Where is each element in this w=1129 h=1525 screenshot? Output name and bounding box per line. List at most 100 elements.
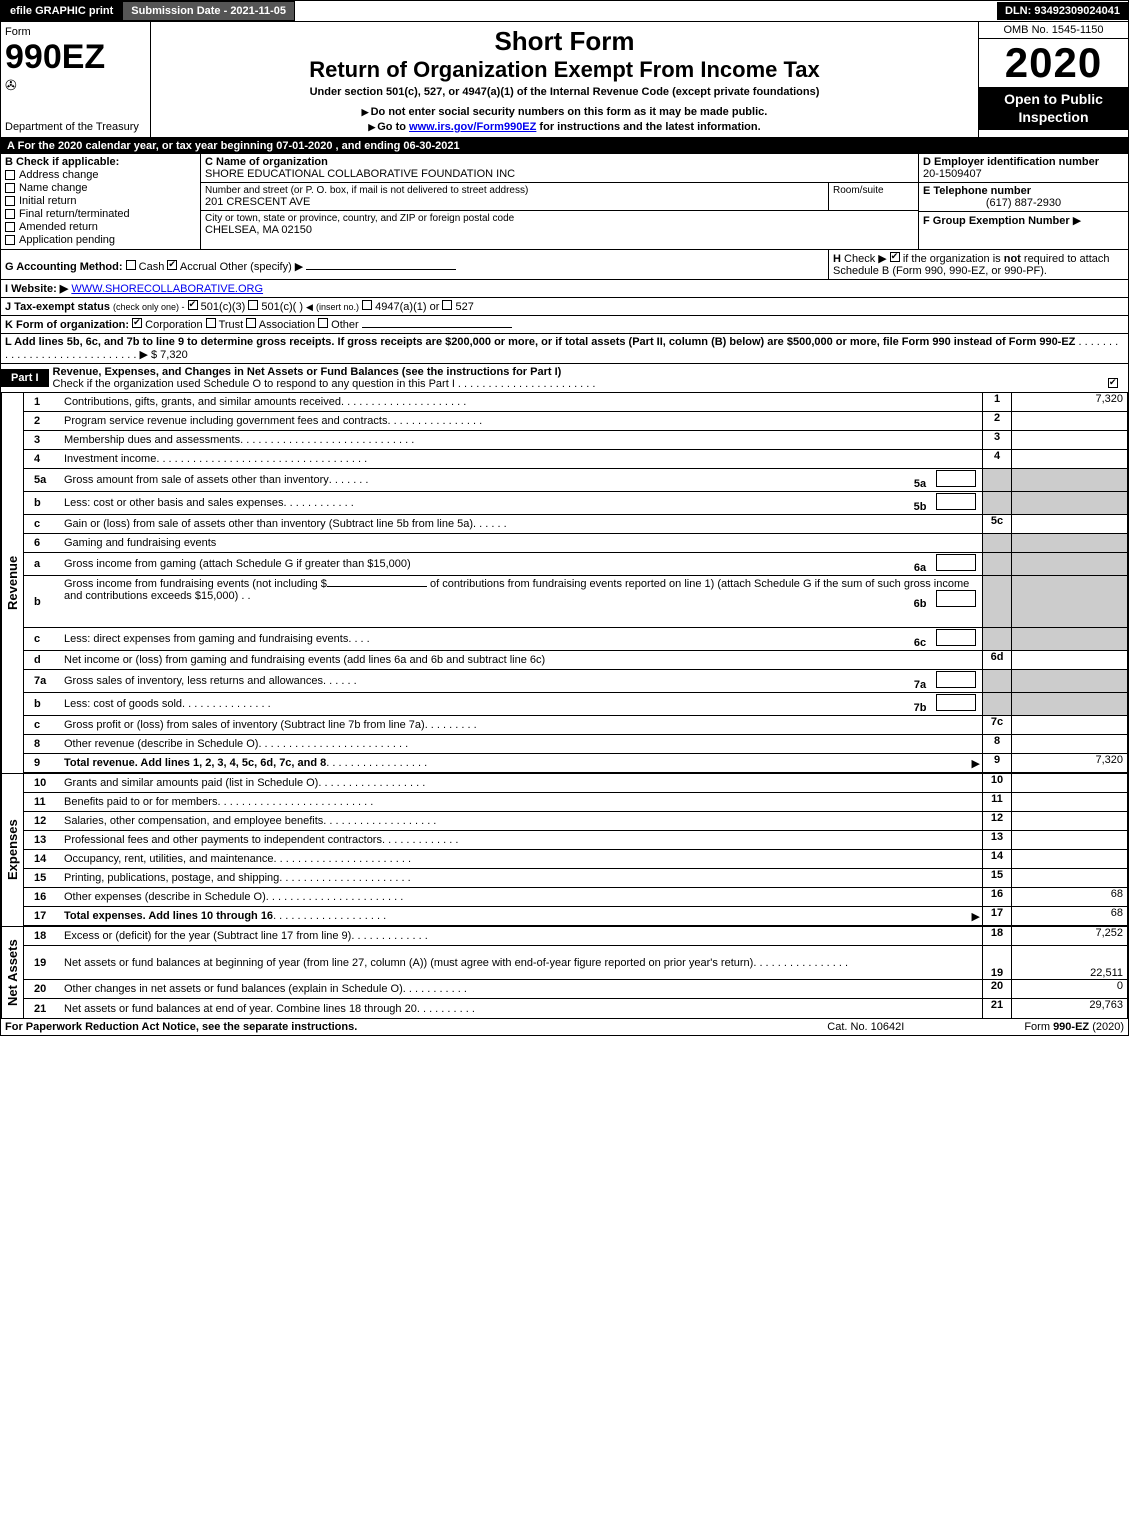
val-5c: [1012, 515, 1127, 533]
expenses-vlabel: Expenses: [1, 774, 23, 926]
box-def: D Employer identification number 20-1509…: [918, 154, 1128, 249]
chk-trust[interactable]: [206, 318, 216, 328]
goto-instructions: Go to www.irs.gov/Form990EZ for instruct…: [157, 121, 972, 133]
line-k-label: K Form of organization:: [5, 319, 129, 331]
chk-527[interactable]: [442, 300, 452, 310]
chk-schedule-o[interactable]: [1108, 378, 1118, 388]
val-10: [1012, 774, 1127, 792]
chk-application-pending[interactable]: [5, 235, 15, 245]
box-d-label: D Employer identification number: [923, 156, 1124, 168]
subtitle: Under section 501(c), 527, or 4947(a)(1)…: [157, 86, 972, 98]
val-8: [1012, 735, 1127, 753]
val-16: 68: [1012, 888, 1127, 906]
line-i-label: I Website: ▶: [5, 283, 68, 295]
chk-name-change[interactable]: [5, 183, 15, 193]
box-7a[interactable]: [936, 671, 976, 688]
chk-501c3[interactable]: [188, 300, 198, 310]
street-value: 201 CRESCENT AVE: [205, 196, 824, 208]
org-info-row: B Check if applicable: Address change Na…: [0, 154, 1129, 250]
title-main: Return of Organization Exempt From Incom…: [157, 57, 972, 83]
box-f-label: F Group Exemption Number: [923, 215, 1070, 227]
row-gh: G Accounting Method: Cash Accrual Other …: [0, 250, 1129, 280]
ssn-warning: Do not enter social security numbers on …: [157, 106, 972, 118]
website-link[interactable]: WWW.SHORECOLLABORATIVE.ORG: [71, 283, 263, 295]
chk-corporation[interactable]: [132, 318, 142, 328]
submission-date-button[interactable]: Submission Date - 2021-11-05: [122, 1, 295, 21]
box-5b[interactable]: [936, 493, 976, 510]
val-7c: [1012, 716, 1127, 734]
city-label: City or town, state or province, country…: [205, 213, 914, 224]
other-org-input[interactable]: [362, 327, 512, 328]
chk-association[interactable]: [246, 318, 256, 328]
form-number: 990EZ: [5, 38, 146, 77]
section-expenses: Expenses 10Grants and similar amounts pa…: [0, 773, 1129, 926]
chk-cash[interactable]: [126, 260, 136, 270]
footer-left: For Paperwork Reduction Act Notice, see …: [5, 1021, 357, 1033]
chk-accrual[interactable]: [167, 260, 177, 270]
val-14: [1012, 850, 1127, 868]
dln-label: DLN: 93492309024041: [997, 2, 1128, 20]
other-specify-input[interactable]: [306, 269, 456, 270]
val-20: 0: [1012, 980, 1127, 998]
box-c: C Name of organization SHORE EDUCATIONAL…: [201, 154, 918, 249]
line-j-label: J Tax-exempt status: [5, 301, 110, 313]
title-short-form: Short Form: [157, 26, 972, 57]
box-e-label: E Telephone number: [923, 185, 1124, 197]
dept-label: Department of the Treasury: [5, 121, 146, 133]
form-header: Form 990EZ ✇ Department of the Treasury …: [0, 22, 1129, 138]
box-6a[interactable]: [936, 554, 976, 571]
chk-4947[interactable]: [362, 300, 372, 310]
footer-catno: Cat. No. 10642I: [827, 1021, 904, 1033]
phone-value: (617) 887-2930: [923, 197, 1124, 209]
box-6c[interactable]: [936, 629, 976, 646]
val-17: 68: [1012, 907, 1127, 925]
val-1: 7,320: [1012, 393, 1127, 411]
room-suite-label: Room/suite: [828, 183, 918, 210]
val-11: [1012, 793, 1127, 811]
box-b: B Check if applicable: Address change Na…: [1, 154, 201, 249]
box-7b[interactable]: [936, 694, 976, 711]
part-i-sub: Check if the organization used Schedule …: [53, 378, 1124, 390]
val-21: 29,763: [1012, 999, 1127, 1018]
omb-number: OMB No. 1545-1150: [979, 22, 1128, 39]
org-name: SHORE EDUCATIONAL COLLABORATIVE FOUNDATI…: [205, 168, 914, 180]
ein-value: 20-1509407: [923, 168, 1124, 180]
tax-year: 2020: [979, 39, 1128, 87]
line-g-label: G Accounting Method:: [5, 261, 123, 273]
irs-link[interactable]: www.irs.gov/Form990EZ: [409, 121, 536, 133]
chk-initial-return[interactable]: [5, 196, 15, 206]
efile-print-button[interactable]: efile GRAPHIC print: [1, 1, 122, 21]
val-13: [1012, 831, 1127, 849]
open-public-badge: Open to Public Inspection: [979, 87, 1128, 130]
revenue-vlabel: Revenue: [1, 393, 23, 773]
val-9: 7,320: [1012, 754, 1127, 772]
val-4: [1012, 450, 1127, 468]
part-i-badge: Part I: [1, 369, 49, 387]
val-6d: [1012, 651, 1127, 669]
box-b-label: B Check if applicable:: [5, 156, 196, 168]
city-value: CHELSEA, MA 02150: [205, 224, 914, 236]
section-revenue: Revenue 1Contributions, gifts, grants, a…: [0, 393, 1129, 773]
box-6b[interactable]: [936, 590, 976, 607]
val-2: [1012, 412, 1127, 430]
chk-other-org[interactable]: [318, 318, 328, 328]
part-i-title: Revenue, Expenses, and Changes in Net As…: [53, 366, 1124, 378]
section-netassets: Net Assets 18Excess or (deficit) for the…: [0, 926, 1129, 1019]
val-12: [1012, 812, 1127, 830]
val-18: 7,252: [1012, 927, 1127, 945]
top-bar: efile GRAPHIC print Submission Date - 20…: [0, 0, 1129, 22]
street-label: Number and street (or P. O. box, if mail…: [205, 185, 824, 196]
box-c-label: C Name of organization: [205, 156, 914, 168]
line-l-amount: $ 7,320: [151, 349, 188, 361]
chk-amended-return[interactable]: [5, 222, 15, 232]
chk-h[interactable]: [890, 252, 900, 262]
page-footer: For Paperwork Reduction Act Notice, see …: [0, 1019, 1129, 1036]
box-5a[interactable]: [936, 470, 976, 487]
chk-501c[interactable]: [248, 300, 258, 310]
chk-address-change[interactable]: [5, 170, 15, 180]
form-label: Form: [5, 26, 146, 38]
arrow-icon: ▶: [1073, 215, 1081, 227]
chk-final-return[interactable]: [5, 209, 15, 219]
val-15: [1012, 869, 1127, 887]
contrib-amount-input[interactable]: [327, 586, 427, 587]
